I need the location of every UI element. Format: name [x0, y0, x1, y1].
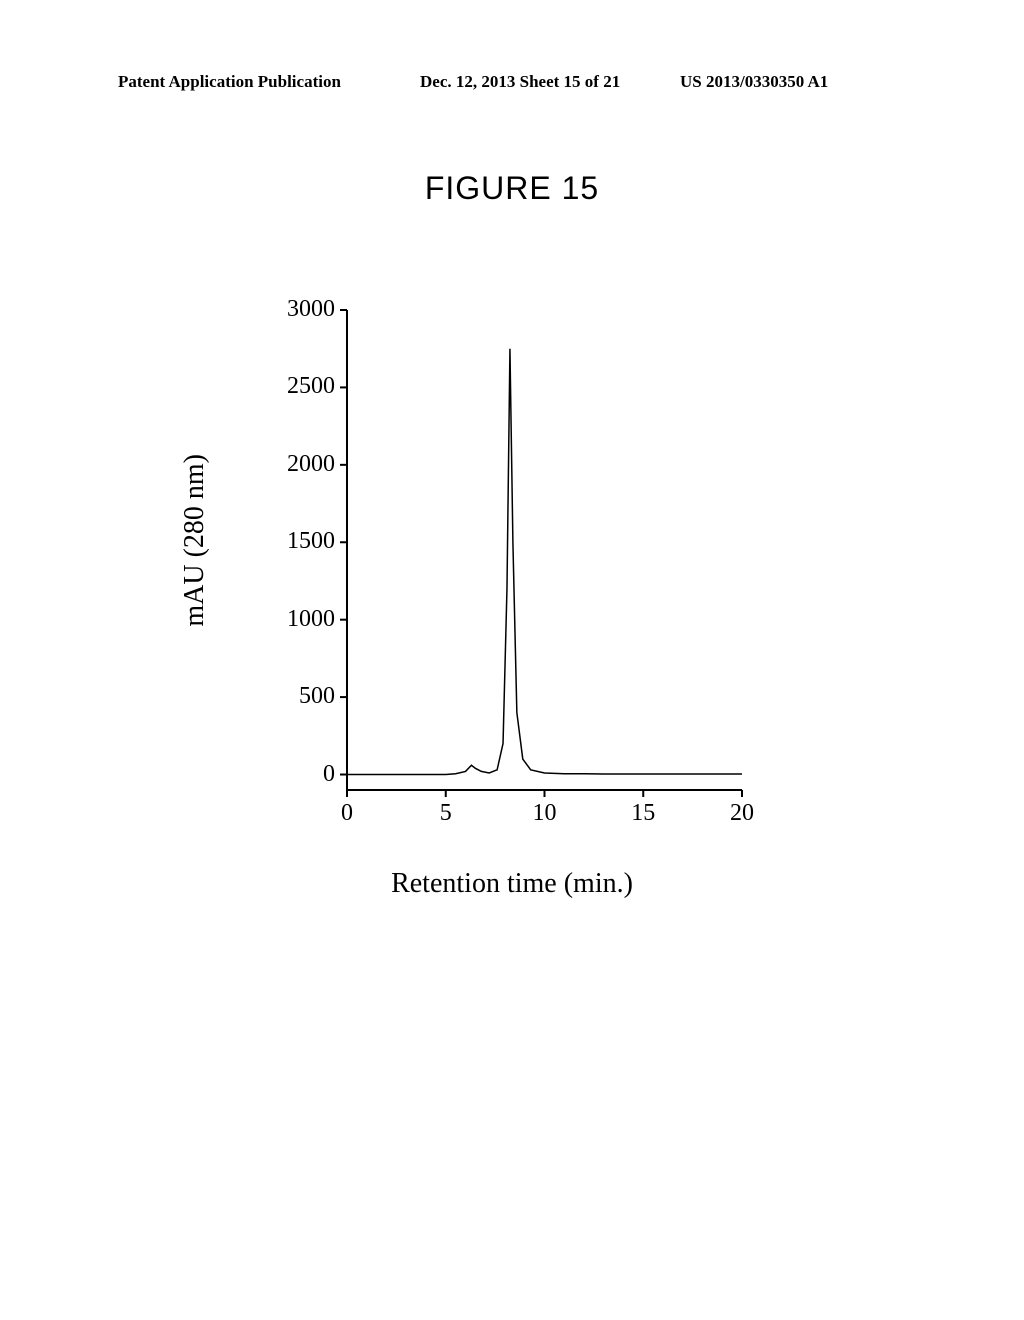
x-tick-label: 15	[623, 800, 663, 827]
x-tick-label: 5	[426, 800, 466, 827]
y-tick-label: 2500	[275, 373, 335, 400]
x-tick-label: 10	[525, 800, 565, 827]
chart-svg	[302, 300, 752, 860]
y-tick-label: 0	[275, 761, 335, 788]
y-tick-label: 1000	[275, 606, 335, 633]
x-tick-label: 0	[327, 800, 367, 827]
header-date-sheet: Dec. 12, 2013 Sheet 15 of 21	[420, 72, 620, 92]
chromatogram-chart: mAU (280 nm) 050010001500200025003000 05…	[252, 300, 772, 920]
header-publication: Patent Application Publication	[118, 72, 341, 92]
y-tick-label: 3000	[275, 296, 335, 323]
x-tick-label: 20	[722, 800, 762, 827]
y-tick-label: 2000	[275, 451, 335, 478]
y-axis-label: mAU (280 nm)	[179, 300, 211, 780]
y-tick-label: 1500	[275, 528, 335, 555]
header-pub-number: US 2013/0330350 A1	[680, 72, 828, 92]
x-axis-label: Retention time (min.)	[252, 868, 772, 900]
figure-title: FIGURE 15	[0, 170, 1024, 207]
y-tick-label: 500	[275, 683, 335, 710]
